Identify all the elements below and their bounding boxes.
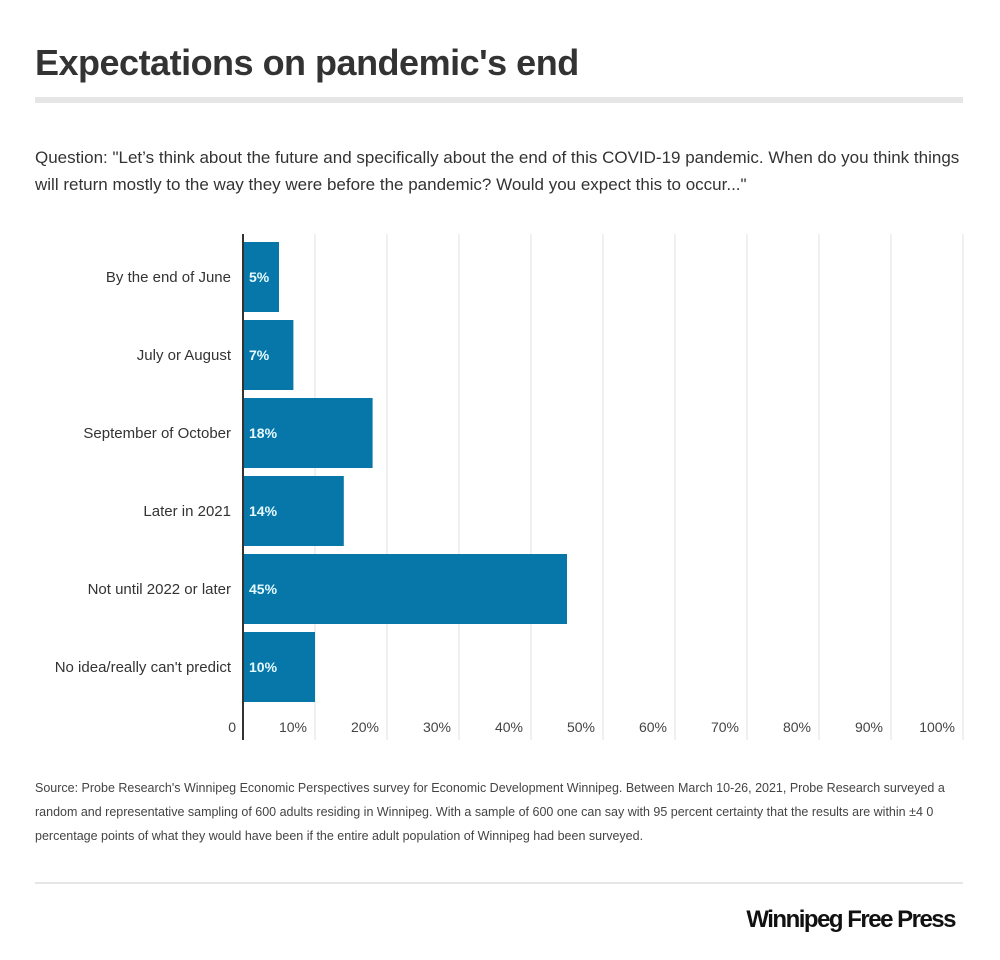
category-label: No idea/really can't predict: [55, 659, 232, 676]
chart-title: Expectations on pandemic's end: [35, 42, 579, 83]
bar: [243, 632, 315, 702]
bar: [243, 320, 294, 390]
data-label: 5%: [249, 269, 270, 285]
survey-question: Question: "Let’s think about the future …: [35, 148, 960, 194]
x-tick-label: 0: [228, 719, 236, 735]
category-label: By the end of June: [106, 269, 231, 286]
x-tick-label: 70%: [711, 719, 739, 735]
source-note: Source: Probe Research's Winnipeg Econom…: [35, 781, 945, 843]
data-label: 18%: [249, 425, 278, 441]
category-label: September of October: [83, 425, 231, 442]
data-label: 14%: [249, 503, 278, 519]
title-divider: [35, 97, 963, 103]
x-tick-label: 50%: [567, 719, 595, 735]
footer-divider: [35, 882, 963, 884]
x-tick-label: 100%: [919, 719, 955, 735]
bar: [243, 242, 279, 312]
category-label: Later in 2021: [143, 503, 231, 520]
bar: [243, 476, 344, 546]
x-tick-label: 60%: [639, 719, 667, 735]
bar: [243, 554, 567, 624]
x-tick-label: 30%: [423, 719, 451, 735]
data-label: 10%: [249, 659, 278, 675]
x-tick-label: 40%: [495, 719, 523, 735]
publisher-logo: Winnipeg Free Press: [746, 906, 956, 933]
x-tick-label: 80%: [783, 719, 811, 735]
x-tick-label: 90%: [855, 719, 883, 735]
bar: [243, 398, 373, 468]
category-label: Not until 2022 or later: [88, 581, 231, 598]
data-label: 7%: [249, 347, 270, 363]
x-tick-label: 20%: [351, 719, 379, 735]
bar-chart: 5% 7% 18% 14% 45% 10% 0 10% 20% 30% 40% 50% 60% 70% 8…: [55, 234, 964, 740]
category-label: July or August: [137, 347, 232, 364]
data-label: 45%: [249, 581, 278, 597]
x-tick-label: 10%: [279, 719, 307, 735]
